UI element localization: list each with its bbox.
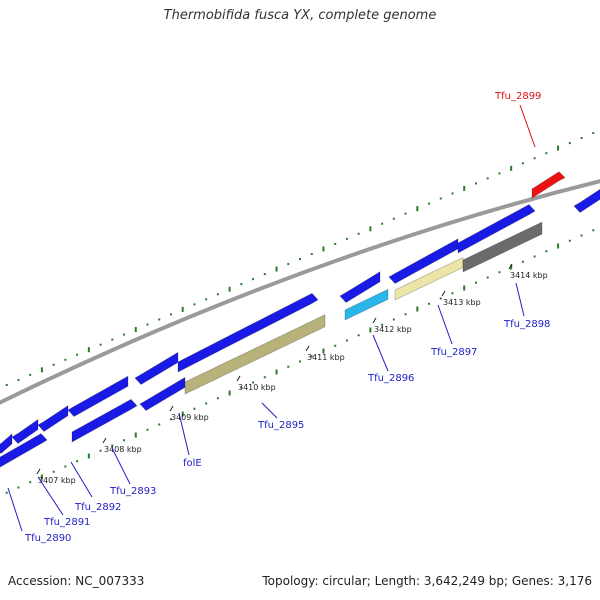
label-leader-line xyxy=(372,334,389,372)
scale-tick-label: 3413 kbp xyxy=(443,298,481,307)
gene-label: Tfu_2898 xyxy=(503,319,550,330)
feature-bar-gray xyxy=(462,221,543,273)
gene-bar xyxy=(0,432,13,454)
label-leader-line xyxy=(437,304,453,345)
genome-title: Thermobifida fusca YX, complete genome xyxy=(163,8,437,23)
label-leader-line xyxy=(178,412,190,456)
label-leader-line xyxy=(519,104,536,148)
label-leader-line xyxy=(111,447,131,485)
label-leader-line xyxy=(37,476,64,516)
gene-label: folE xyxy=(183,458,202,469)
scale-tick-label: 3410 kbp xyxy=(238,383,276,392)
scale-tick-label: 3411 kbp xyxy=(307,353,345,362)
gene-label: Tfu_2890 xyxy=(24,533,71,544)
feature-bar-cyan xyxy=(344,288,389,321)
gene-bar xyxy=(67,375,129,417)
gene-bar xyxy=(71,398,138,443)
gene-label: Tfu_2899 xyxy=(494,91,541,102)
gene-label: Tfu_2891 xyxy=(43,517,90,528)
label-leader-line xyxy=(261,402,278,419)
gene-bar xyxy=(388,238,459,284)
scale-tick-label: 3408 kbp xyxy=(104,445,142,454)
label-leader-line xyxy=(515,282,525,317)
gene-bar xyxy=(139,376,186,411)
gene-label: Tfu_2892 xyxy=(74,502,121,513)
feature-track xyxy=(0,171,600,468)
gene-bar-highlight xyxy=(531,171,566,199)
scale-tick-label: 3414 kbp xyxy=(510,271,548,280)
scale-ticks: 3407 kbp 3408 kbp 3409 kbp 3410 kbp 3411 kbp… xyxy=(36,263,548,485)
gene-label: Tfu_2896 xyxy=(367,373,414,384)
gene-bar xyxy=(11,418,39,444)
gene-label: Tfu_2893 xyxy=(109,486,156,497)
gene-bar xyxy=(177,292,319,373)
genome-summary-text: Topology: circular; Length: 3,642,249 bp… xyxy=(262,574,592,588)
feature-bar-olive xyxy=(184,314,326,395)
gene-bar xyxy=(339,271,381,303)
genome-backbone xyxy=(0,179,600,405)
gene-label: Tfu_2897 xyxy=(430,347,477,358)
gene-bar xyxy=(457,204,536,254)
gene-bar xyxy=(573,188,600,213)
dotted-guides xyxy=(5,132,595,494)
gene-bar xyxy=(37,404,69,432)
accession-text: Accession: NC_007333 xyxy=(8,574,145,588)
label-leader-line xyxy=(70,461,93,498)
scale-tick-label: 3412 kbp xyxy=(374,325,412,334)
label-leader-line xyxy=(7,487,23,532)
gene-label: Tfu_2895 xyxy=(257,420,304,431)
gene-bar xyxy=(0,433,48,468)
scale-tick-label: 3407 kbp xyxy=(38,476,76,485)
gene-labels: Tfu_2890 Tfu_2891 Tfu_2892 Tfu_2893 folE Tfu_… xyxy=(7,91,550,544)
scale-tick-label: 3409 kbp xyxy=(171,413,209,422)
gene-bar xyxy=(134,351,179,385)
